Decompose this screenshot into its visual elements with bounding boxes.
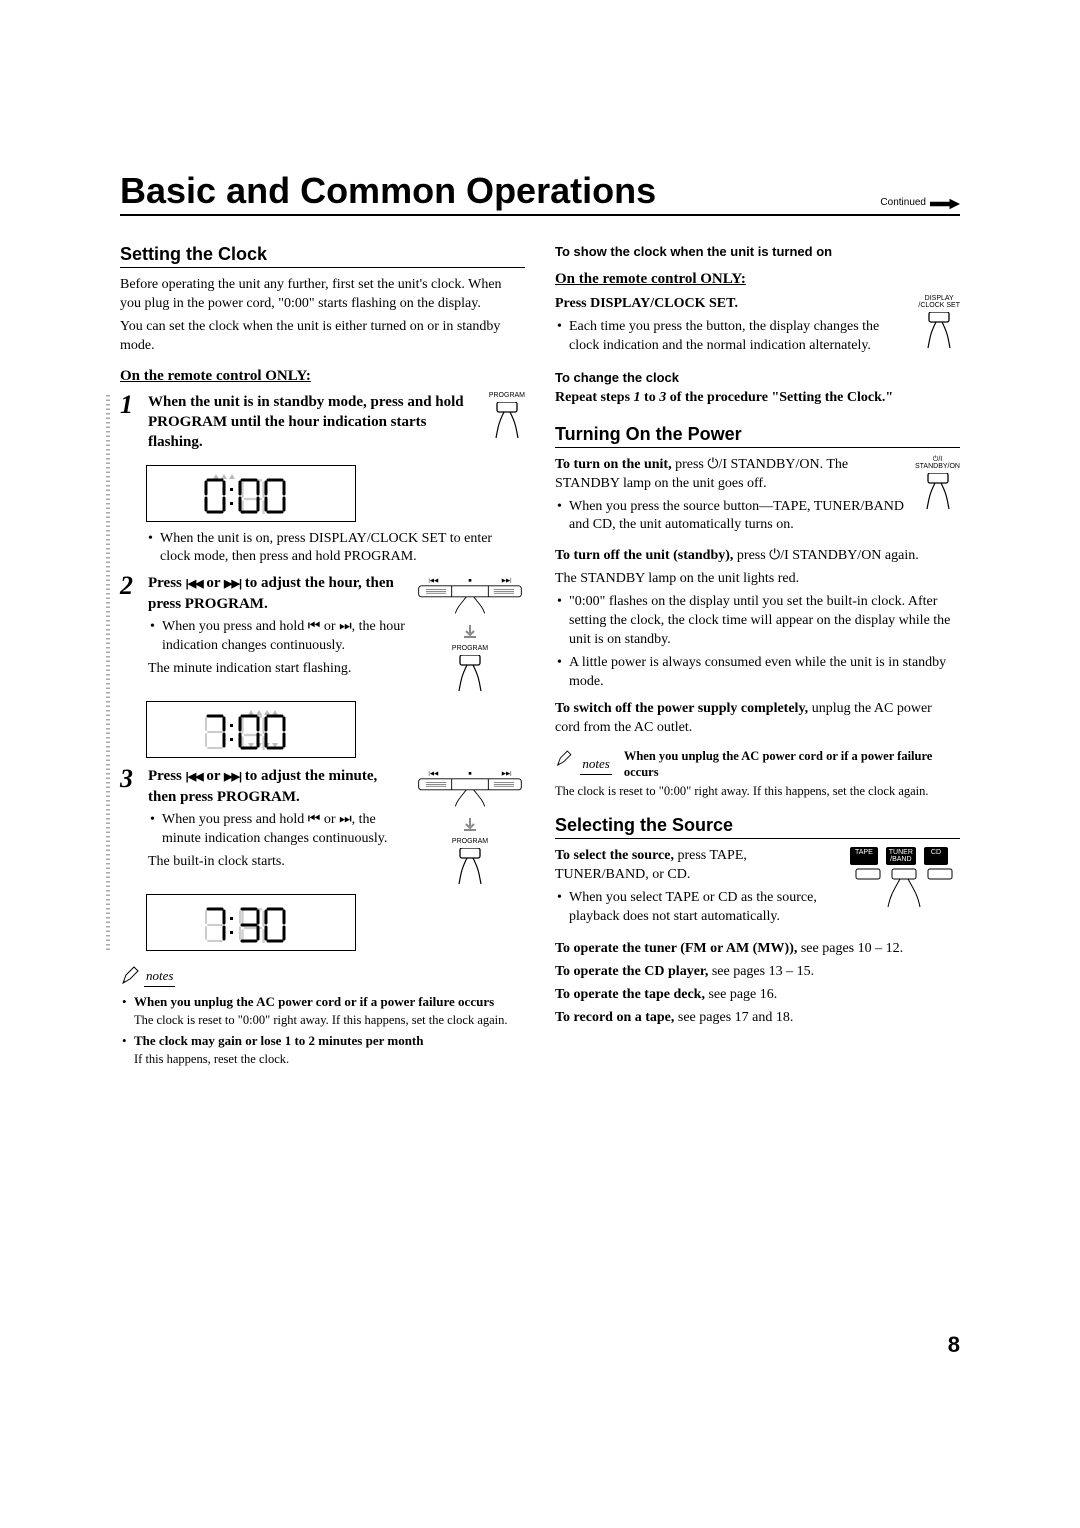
cross-pad-icon [415,766,525,810]
turn-on-text: To turn on the unit, press ⏻/I STANDBY/O… [555,456,905,494]
switch-off-text: To switch off the power supply completel… [555,700,960,738]
lcd-7-30-icon [176,901,326,943]
step-1: 1 When the unit is in standby mode, pres… [120,392,525,457]
operate-tape: To operate the tape deck, see page 16. [555,986,960,1005]
heading-setting-clock: Setting the Clock [120,244,525,268]
continued-label: Continued [880,197,926,212]
source-bullet: When you select TAPE or CD as the source… [569,889,840,927]
show-clock-bullet: Each time you press the button, the disp… [569,318,908,356]
heading-selecting-source: Selecting the Source [555,815,960,839]
program-button-icon: PROGRAM [452,645,488,693]
step-3: 3 Press |◀◀ or ▶▶| to adjust the minute,… [120,766,525,886]
source-button-press-icon [850,867,960,909]
operate-tuner: To operate the tuner (FM or AM (MW)), se… [555,940,960,959]
lcd-display-2 [146,701,356,758]
standby-on-button-icon: ⏻/I STANDBY/ON [915,456,960,540]
cross-pad-icon [415,573,525,617]
program-button-icon: PROGRAM [452,838,488,886]
turn-off-text: To turn off the unit (standby), press ⏻/… [555,547,960,566]
notes-label: notes [144,968,175,987]
note-1: When you unplug the AC power cord or if … [134,993,525,1028]
setting-clock-intro-1: Before operating the unit any further, f… [120,276,525,314]
display-clock-set-button-icon: DISPLAY /CLOCK SET [918,295,960,360]
right-column: To show the clock when the unit is turne… [555,244,960,1072]
page-title-row: Basic and Common Operations Continued [120,170,960,216]
notes-unplug: notes When you unplug the AC power cord … [555,749,960,780]
lcd-0-00-icon [176,472,326,514]
heading-show-clock: To show the clock when the unit is turne… [555,244,960,259]
step-number: 2 [120,573,142,693]
notes-unplug-body: The clock is reset to "0:00" right away.… [555,783,960,799]
press-display-label: Press DISPLAY/CLOCK SET. [555,295,908,314]
step-2-after: The minute indication start flashing. [148,660,407,679]
two-column-layout: Setting the Clock Before operating the u… [120,244,960,1072]
operate-cd: To operate the CD player, see pages 13 –… [555,963,960,982]
operate-record: To record on a tape, see pages 17 and 18… [555,1009,960,1028]
press-down-icon [462,623,478,639]
note-2: The clock may gain or lose 1 to 2 minute… [134,1032,525,1067]
page-title: Basic and Common Operations [120,170,880,212]
lcd-7-00-icon [176,708,326,750]
power-off-b1: "0:00" flashes on the display until you … [569,593,960,650]
turn-off-after: The STANDBY lamp on the unit lights red. [555,570,960,589]
step-2-bullet: When you press and hold ⏮ or ⏭, the hour… [162,618,407,656]
step-1-lead: When the unit is in standby mode, press … [148,392,481,453]
step-number: 1 [120,392,142,457]
heading-turning-on: Turning On the Power [555,424,960,448]
power-bullet: When you press the source button—TAPE, T… [569,498,905,536]
notes-block: notes When you unplug the AC power cord … [120,965,525,1067]
step-2-lead: Press |◀◀ or ▶▶| to adjust the hour, the… [148,573,407,614]
program-button-icon: PROGRAM [489,392,525,457]
step-3-lead: Press |◀◀ or ▶▶| to adjust the minute, t… [148,766,407,807]
change-clock-text: Repeat steps 1 to 3 of the procedure "Se… [555,389,960,408]
step-number: 3 [120,766,142,886]
left-column: Setting the Clock Before operating the u… [120,244,525,1072]
page-number: 8 [948,1332,960,1358]
step-3-after: The built-in clock starts. [148,853,407,872]
step-2: 2 Press |◀◀ or ▶▶| to adjust the hour, t… [120,573,525,693]
heading-change-clock: To change the clock [555,370,960,385]
step-1-bullet: When the unit is on, press DISPLAY/CLOCK… [160,530,525,568]
lcd-display-3 [146,894,356,951]
power-off-b2: A little power is always consumed even w… [569,654,960,692]
source-buttons-icon: TAPE TUNER /BAND CD [850,847,960,931]
remote-only-label: On the remote control ONLY: [120,366,525,386]
setting-clock-intro-2: You can set the clock when the unit is e… [120,318,525,356]
select-source-text: To select the source, press TAPE, TUNER/… [555,847,840,885]
continued-arrow-icon [930,198,960,210]
lcd-display-1 [146,465,356,522]
clock-steps: 1 When the unit is in standby mode, pres… [120,392,525,952]
press-down-icon [462,816,478,832]
remote-only-label-2: On the remote control ONLY: [555,269,960,289]
step-3-bullet: When you press and hold ⏮ or ⏭, the minu… [162,811,407,849]
